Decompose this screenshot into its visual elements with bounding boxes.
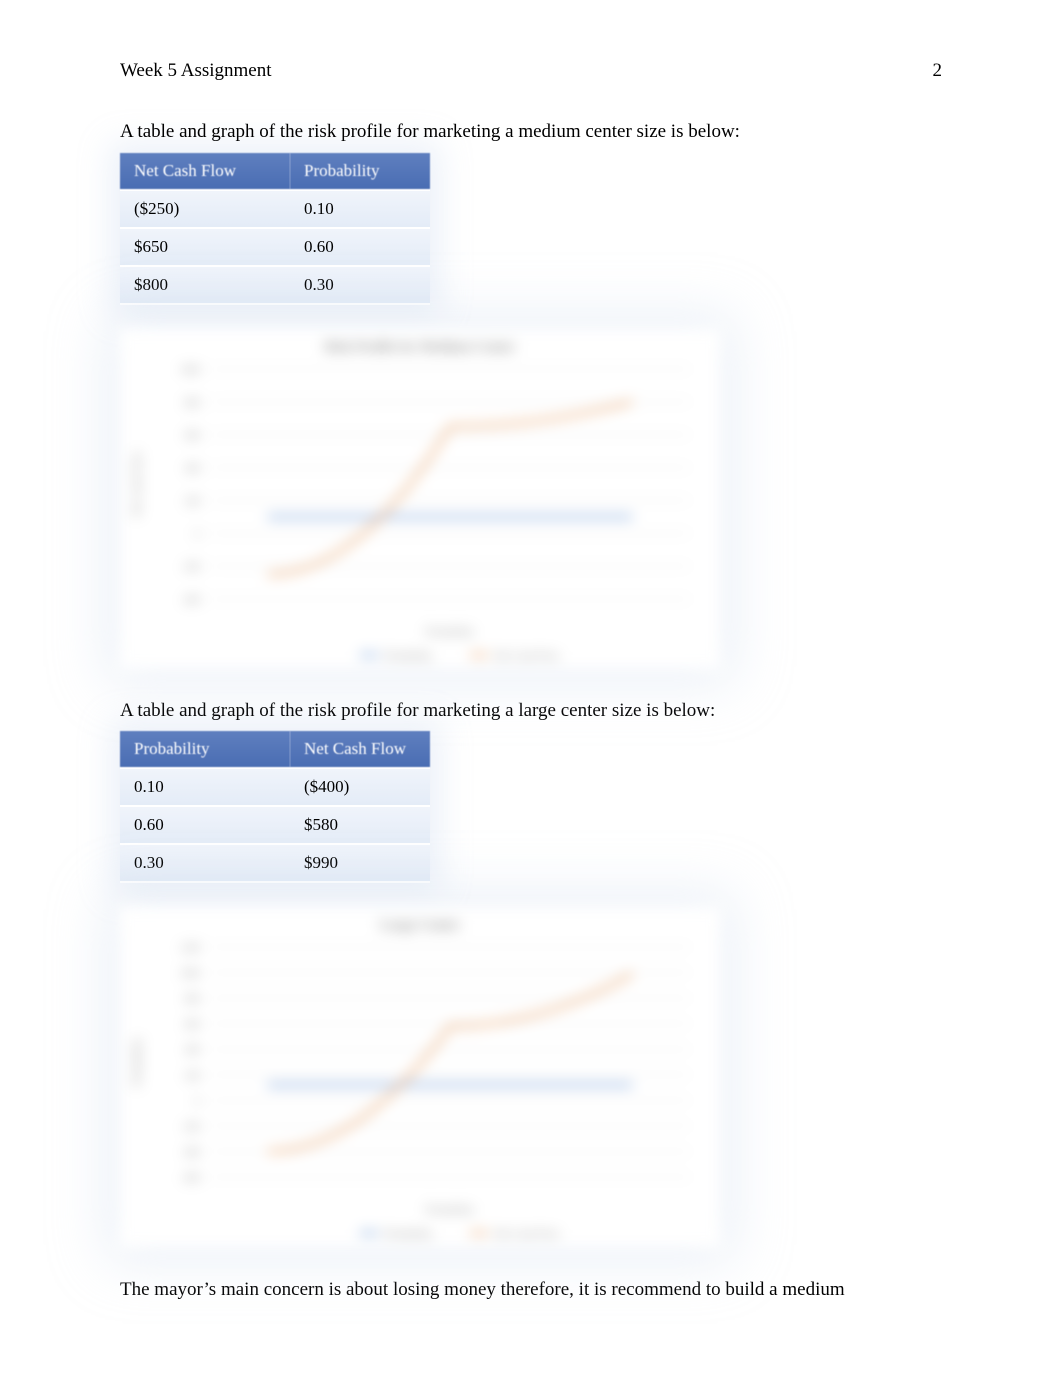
table-cell: $800 bbox=[120, 266, 290, 304]
table-row: 0.30 $990 bbox=[120, 844, 430, 882]
table-cell: ($400) bbox=[290, 768, 430, 806]
svg-text:1000: 1000 bbox=[180, 365, 200, 376]
table-header: Probability bbox=[120, 731, 290, 768]
svg-text:Probability: Probability bbox=[131, 1037, 143, 1086]
large-chart: -600 -400 -200 0 200 400 600 800 1000 1200 Large C… bbox=[120, 907, 720, 1247]
svg-text:200: 200 bbox=[185, 1071, 200, 1082]
page-number: 2 bbox=[933, 60, 943, 82]
table-cell: 0.10 bbox=[290, 190, 430, 228]
header-title: Week 5 Assignment bbox=[120, 60, 272, 82]
page-header: Week 5 Assignment 2 bbox=[120, 60, 942, 82]
svg-text:Probability: Probability bbox=[426, 1204, 475, 1216]
table-header: Probability bbox=[290, 153, 430, 190]
svg-text:Net Cash Flow: Net Cash Flow bbox=[494, 1228, 560, 1240]
medium-intro: A table and graph of the risk profile fo… bbox=[120, 118, 942, 147]
table-cell: ($250) bbox=[120, 190, 290, 228]
svg-text:1200: 1200 bbox=[180, 943, 200, 954]
svg-text:400: 400 bbox=[185, 463, 200, 474]
svg-text:600: 600 bbox=[185, 1020, 200, 1031]
svg-text:Probability: Probability bbox=[426, 626, 475, 638]
svg-text:Probability: Probability bbox=[384, 1228, 433, 1240]
table-cell: $650 bbox=[120, 228, 290, 266]
svg-text:0: 0 bbox=[195, 1096, 200, 1107]
table-row: 0.10 ($400) bbox=[120, 768, 430, 806]
table-row: ($250) 0.10 bbox=[120, 190, 430, 228]
svg-text:-400: -400 bbox=[182, 595, 200, 606]
svg-text:Large Center: Large Center bbox=[380, 918, 460, 933]
svg-text:Net Cash Flow: Net Cash Flow bbox=[494, 650, 560, 662]
svg-text:-200: -200 bbox=[182, 1122, 200, 1133]
svg-text:800: 800 bbox=[185, 994, 200, 1005]
table-cell: 0.10 bbox=[120, 768, 290, 806]
large-intro: A table and graph of the risk profile fo… bbox=[120, 697, 942, 726]
table-cell: $990 bbox=[290, 844, 430, 882]
medium-chart: -400 -200 0 200 400 600 800 1000 Risk Profile fo… bbox=[120, 329, 720, 669]
large-table: Probability Net Cash Flow 0.10 ($400) 0.… bbox=[120, 731, 430, 883]
table-row: 0.60 $580 bbox=[120, 806, 430, 844]
table-header: Net Cash Flow bbox=[290, 731, 430, 768]
svg-text:0: 0 bbox=[195, 529, 200, 540]
table-cell: 0.60 bbox=[120, 806, 290, 844]
svg-text:Probability: Probability bbox=[384, 650, 433, 662]
svg-text:-400: -400 bbox=[182, 1147, 200, 1158]
svg-text:400: 400 bbox=[185, 1045, 200, 1056]
table-cell: 0.30 bbox=[290, 266, 430, 304]
svg-text:200: 200 bbox=[185, 496, 200, 507]
table-cell: $580 bbox=[290, 806, 430, 844]
conclusion-text: The mayor’s main concern is about losing… bbox=[120, 1275, 942, 1305]
table-row: $650 0.60 bbox=[120, 228, 430, 266]
table-row: $800 0.30 bbox=[120, 266, 430, 304]
svg-text:600: 600 bbox=[185, 430, 200, 441]
svg-text:800: 800 bbox=[185, 397, 200, 408]
medium-table: Net Cash Flow Probability ($250) 0.10 $6… bbox=[120, 153, 430, 305]
table-header: Net Cash Flow bbox=[120, 153, 290, 190]
table-cell: 0.60 bbox=[290, 228, 430, 266]
svg-text:Risk Profile for Medium Center: Risk Profile for Medium Center bbox=[325, 340, 516, 355]
svg-text:-200: -200 bbox=[182, 562, 200, 573]
svg-text:Net Cash Flow: Net Cash Flow bbox=[131, 450, 143, 516]
table-header-row: Probability Net Cash Flow bbox=[120, 731, 430, 768]
svg-text:1000: 1000 bbox=[180, 969, 200, 980]
table-cell: 0.30 bbox=[120, 844, 290, 882]
svg-text:-600: -600 bbox=[182, 1173, 200, 1184]
table-header-row: Net Cash Flow Probability bbox=[120, 153, 430, 190]
